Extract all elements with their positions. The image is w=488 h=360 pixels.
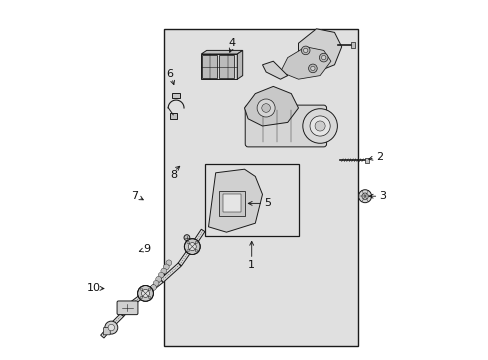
- Polygon shape: [120, 303, 132, 316]
- Circle shape: [104, 321, 118, 334]
- Polygon shape: [178, 246, 194, 266]
- Circle shape: [321, 55, 325, 60]
- Bar: [171, 93, 180, 98]
- Polygon shape: [208, 169, 262, 232]
- Polygon shape: [101, 323, 115, 338]
- Circle shape: [186, 241, 189, 244]
- Bar: [204, 164, 298, 236]
- Circle shape: [108, 324, 114, 331]
- Circle shape: [140, 296, 142, 299]
- Circle shape: [257, 99, 275, 117]
- FancyBboxPatch shape: [117, 301, 138, 315]
- Circle shape: [319, 53, 327, 62]
- Bar: [365, 158, 368, 163]
- Circle shape: [310, 66, 314, 71]
- Circle shape: [261, 104, 270, 112]
- Polygon shape: [298, 29, 341, 72]
- Circle shape: [195, 241, 197, 244]
- Polygon shape: [262, 61, 287, 79]
- FancyBboxPatch shape: [103, 328, 110, 335]
- Circle shape: [308, 64, 317, 73]
- Circle shape: [188, 243, 196, 251]
- Circle shape: [148, 289, 153, 294]
- Circle shape: [303, 48, 307, 53]
- Text: 4: 4: [228, 38, 235, 48]
- Circle shape: [358, 190, 371, 203]
- Circle shape: [153, 280, 159, 286]
- Bar: [218, 55, 233, 78]
- Text: 7: 7: [131, 191, 138, 201]
- Polygon shape: [190, 229, 204, 248]
- Circle shape: [140, 288, 142, 291]
- Circle shape: [137, 285, 153, 301]
- Circle shape: [184, 239, 200, 255]
- FancyBboxPatch shape: [244, 105, 326, 147]
- Text: 10: 10: [87, 283, 101, 293]
- Circle shape: [158, 272, 164, 278]
- Circle shape: [166, 260, 171, 266]
- Polygon shape: [160, 263, 181, 282]
- Polygon shape: [244, 86, 298, 126]
- Polygon shape: [129, 292, 146, 306]
- Circle shape: [314, 121, 325, 131]
- Circle shape: [183, 235, 189, 240]
- Circle shape: [163, 264, 169, 270]
- Bar: [169, 113, 177, 119]
- Text: 3: 3: [379, 191, 386, 201]
- Text: 2: 2: [375, 152, 382, 162]
- Circle shape: [150, 285, 156, 291]
- Bar: [163, 29, 357, 346]
- Polygon shape: [280, 47, 330, 79]
- Polygon shape: [237, 50, 242, 79]
- Text: 5: 5: [264, 198, 271, 208]
- Circle shape: [161, 268, 166, 274]
- Circle shape: [301, 46, 309, 55]
- Bar: [350, 42, 354, 48]
- Circle shape: [361, 193, 367, 199]
- Circle shape: [302, 109, 337, 143]
- Circle shape: [155, 276, 161, 282]
- Circle shape: [148, 296, 151, 299]
- Text: 6: 6: [166, 69, 173, 79]
- Polygon shape: [144, 279, 163, 295]
- Circle shape: [148, 288, 151, 291]
- Bar: [219, 191, 244, 216]
- Bar: [201, 54, 237, 79]
- Circle shape: [309, 116, 329, 136]
- Text: 8: 8: [170, 170, 178, 180]
- Text: 1: 1: [248, 260, 255, 270]
- Polygon shape: [111, 314, 123, 325]
- Bar: [201, 55, 216, 78]
- Circle shape: [195, 249, 197, 252]
- Circle shape: [186, 249, 189, 252]
- Bar: [223, 194, 241, 212]
- Circle shape: [141, 289, 149, 297]
- Polygon shape: [201, 50, 242, 54]
- Text: 9: 9: [142, 244, 150, 254]
